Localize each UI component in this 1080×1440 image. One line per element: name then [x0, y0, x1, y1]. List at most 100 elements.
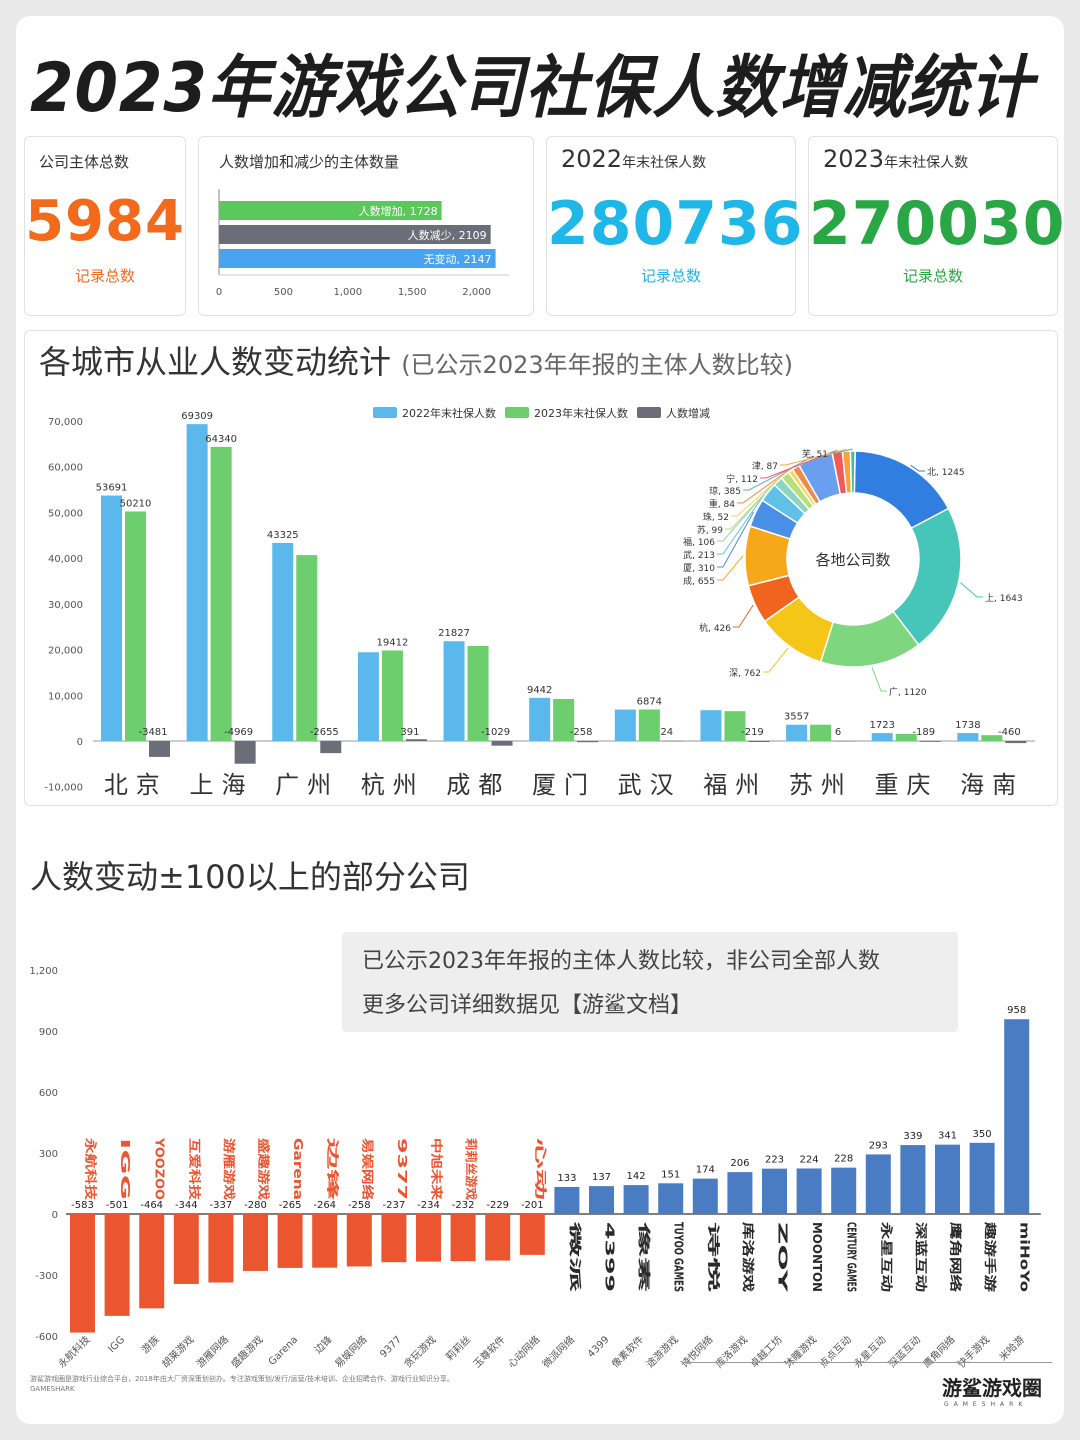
comp-bar-13 [519, 1214, 545, 1255]
infographic-page: 2023年游戏公司社保人数增减统计 公司主体总数 5984 记录总数 人数增加和… [16, 16, 1064, 1424]
city-bar-label-5-2: -258 [570, 727, 593, 738]
comp-logo-0: 永航科技 [84, 1137, 99, 1202]
comp-bar-16 [623, 1185, 649, 1214]
comp-xtick-18: 诗悦网络 [678, 1333, 715, 1370]
donut-label-12: 琼, 385 [709, 485, 741, 497]
city-bar-label-0-2: -3481 [138, 727, 167, 738]
comp-value-16: 142 [627, 1171, 646, 1182]
comp-xtick-14: 微派网络 [540, 1333, 577, 1370]
donut-label-0: 北, 1245 [927, 467, 965, 478]
city-bar-3-1 [381, 650, 403, 741]
city-xtick-6: 武汉 [618, 771, 682, 799]
comp-bar-8 [346, 1214, 372, 1267]
city-bar-chart: -10,000 0 10,000 20,000 30,000 40,000 50,000 60… [44, 406, 1035, 799]
comp-bar-27 [1004, 1019, 1030, 1214]
city-bar-8-2 [834, 740, 856, 742]
kpi-2022-value: 280736 [547, 189, 804, 259]
comp-logo-3: 互爱科技 [187, 1138, 202, 1201]
city-bar-label-1-2: -4969 [224, 727, 253, 738]
city-legend-swatch-1 [505, 407, 529, 418]
kpi-2022-label: 2022年末社保人数 [561, 145, 706, 173]
city-bar-10-2 [1005, 741, 1027, 744]
comp-value-4: -337 [210, 1200, 233, 1211]
comp-xtick-6: Garena [267, 1334, 301, 1368]
city-bar-0-2 [149, 741, 170, 757]
donut-leader-11 [737, 465, 795, 504]
kpi-total-label: 公司主体总数 [39, 153, 130, 171]
comp-bar-17 [658, 1183, 684, 1214]
city-bar-2-1 [296, 555, 318, 741]
comp-xtick-5: 盛趣游戏 [228, 1333, 265, 1370]
city-bar-3-0 [357, 652, 379, 741]
comp-xtick-17: 途游游戏 [643, 1333, 680, 1370]
city-bar-label-0-0: 53691 [96, 483, 128, 494]
comp-value-15: 137 [592, 1172, 611, 1183]
comp-ytick-6: 1,200 [29, 966, 58, 977]
comp-logo-6: Garena [291, 1138, 305, 1200]
comp-bar-2 [139, 1214, 165, 1309]
comp-logo-16: 像素 [637, 1222, 652, 1292]
mini-bar-2 [219, 249, 496, 268]
city-bar-label-7-2: -219 [741, 727, 764, 738]
comp-ytick-3: 300 [39, 1149, 58, 1160]
donut-label-6: 厦, 310 [683, 563, 715, 574]
kpi-2022-label-rest: 年末社保人数 [622, 155, 707, 171]
city-bar-label-2-0: 43325 [267, 530, 299, 541]
comp-value-23: 293 [869, 1140, 888, 1151]
comp-xtick-22: 点点互动 [817, 1334, 854, 1371]
comp-bar-11 [450, 1214, 476, 1262]
city-title-sub: (已公示2023年年报的主体人数比较) [401, 351, 793, 379]
comp-xtick-10: 贪玩游戏 [401, 1333, 438, 1370]
comp-ytick-0: -600 [35, 1332, 58, 1343]
city-bar-1-1 [210, 446, 232, 741]
comp-logo-17: TUYOO GAMES [672, 1222, 686, 1292]
city-bar-6-1 [638, 709, 660, 741]
comp-bar-25 [935, 1144, 960, 1214]
city-bar-8-0 [786, 724, 808, 741]
comp-logo-21: MOONTON [810, 1222, 824, 1292]
comp-bar-15 [589, 1186, 614, 1214]
comp-value-3: -344 [175, 1200, 198, 1211]
city-bar-7-2 [748, 741, 770, 743]
city-bar-5-0 [529, 697, 551, 741]
footer-text: 游鲨游戏圈是游戏行业综合平台，2018年由大厂资深策划创办。专注游戏策划/发行/… [30, 1374, 454, 1394]
comp-xtick-4: 游雁网络 [194, 1333, 231, 1370]
comp-value-17: 151 [661, 1169, 680, 1180]
footer-line2: GAMESHARK [30, 1385, 75, 1393]
comp-bar-14 [554, 1186, 580, 1214]
comp-value-25: 341 [938, 1131, 957, 1142]
comp-xtick-16: 像素软件 [609, 1333, 646, 1370]
comp-value-9: -237 [383, 1200, 406, 1211]
comp-bar-23 [865, 1154, 891, 1214]
city-bar-label-4-2: -1029 [481, 727, 510, 738]
city-bar-0-1 [125, 511, 146, 741]
comp-bar-20 [762, 1168, 787, 1214]
comp-xtick-9: 9377 [378, 1334, 404, 1360]
comp-xtick-13: 心动网络 [505, 1333, 542, 1370]
comp-logo-19: 库洛游戏 [741, 1222, 756, 1292]
comp-xtick-12: 玉尊软件 [470, 1333, 507, 1370]
donut-leader-15 [830, 448, 853, 454]
comp-logo-13: 心动 [533, 1138, 547, 1200]
comp-xtick-25: 鹰角网络 [920, 1333, 957, 1370]
comp-logo-24: 深蓝互动 [914, 1222, 929, 1292]
donut-leader-2 [871, 667, 887, 692]
comp-xtick-8: 易娱网络 [332, 1333, 369, 1370]
donut-label-11: 重, 84 [709, 498, 735, 510]
comp-value-11: -232 [452, 1200, 475, 1211]
city-bar-label-1-0: 69309 [181, 411, 213, 422]
company-note-line2: 更多公司详细数据见【游鲨文档】 [362, 993, 693, 1018]
comp-ytick-5: 900 [39, 1027, 58, 1038]
footer-brand-sub: GAMESHARK [944, 1401, 1028, 1408]
city-bar-10-1 [981, 735, 1003, 741]
donut-leader-4 [733, 604, 754, 628]
city-xtick-10: 海南 [960, 771, 1024, 799]
mini-bar-label-2: 无变动, 2147 [424, 252, 492, 266]
donut-leader-1 [960, 582, 983, 598]
city-legend-label-1: 2023年末社保人数 [534, 406, 628, 420]
comp-xtick-24: 深蓝互动 [886, 1334, 923, 1371]
comp-logo-25: 鹰角网络 [949, 1222, 964, 1292]
mini-bar-tick-4: 2,000 [462, 287, 491, 298]
comp-logo-10: 中旭未来 [430, 1138, 445, 1201]
donut-label-4: 杭, 426 [699, 622, 731, 634]
